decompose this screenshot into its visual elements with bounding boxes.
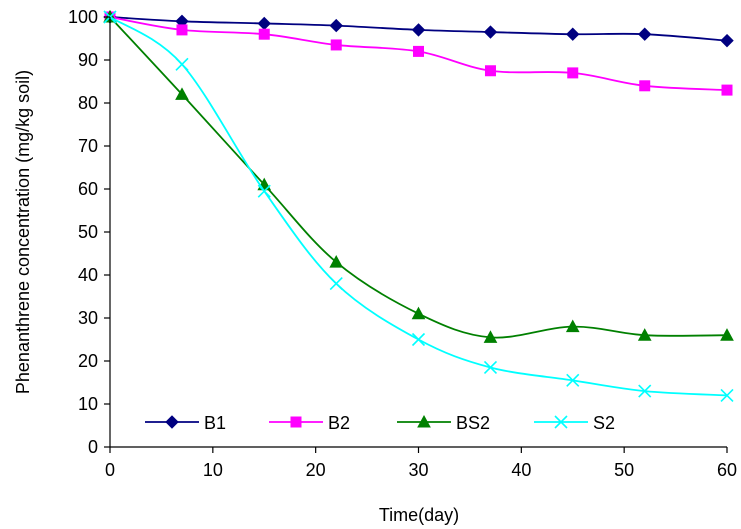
data-point-bs2	[175, 87, 189, 100]
data-point-bs2	[720, 328, 734, 341]
y-tick-label: 50	[78, 222, 98, 242]
x-tick-label: 10	[203, 460, 223, 480]
data-point-b1	[411, 23, 426, 37]
data-point-bs2	[565, 319, 580, 333]
y-tick-label: 60	[78, 179, 98, 199]
data-point-b2	[721, 84, 733, 96]
legend-label-b1: B1	[204, 413, 226, 433]
data-point-b2	[484, 65, 496, 77]
data-point-s2	[483, 360, 498, 375]
data-point-s2-stroke	[175, 57, 189, 71]
data-point-s2	[329, 277, 343, 291]
data-point-b1	[257, 16, 271, 31]
y-tick-label: 80	[78, 93, 98, 113]
legend-marker-b2	[290, 416, 302, 428]
legend-marker-bs2	[417, 414, 431, 428]
data-point-b1	[483, 25, 498, 39]
data-point-s2-stroke	[329, 277, 343, 291]
data-point-b1	[329, 18, 343, 33]
data-point-s2	[566, 373, 580, 387]
x-axis-title: Time(day)	[379, 505, 459, 525]
data-point-b2	[413, 45, 424, 57]
legend: B1 B2 BS2 S2	[145, 413, 615, 433]
x-tick-label: 20	[306, 460, 326, 480]
legend-marker-b1	[165, 415, 179, 429]
data-point-b2	[330, 39, 342, 51]
legend-label-b2: B2	[328, 413, 350, 433]
plot-area	[103, 9, 734, 402]
data-point-b1	[566, 27, 580, 41]
data-point-bs2	[483, 330, 498, 343]
x-tick-label: 40	[511, 460, 531, 480]
x-tick-label: 30	[408, 460, 428, 480]
data-point-s2-stroke	[257, 184, 271, 198]
data-point-s2	[257, 184, 271, 198]
axes: 0 10 20 30 40 50 60 70 80 90 100 0 10 20 30 40 50 60	[68, 7, 737, 480]
y-tick-label: 40	[78, 265, 98, 285]
data-point-s2-stroke	[566, 373, 580, 387]
data-point-s2-stroke	[483, 360, 498, 375]
series-line-s2	[109, 16, 728, 397]
data-point-s2	[638, 384, 652, 398]
data-point-bs2	[329, 255, 344, 268]
data-point-s2	[175, 57, 189, 71]
legend-label-bs2: BS2	[456, 413, 490, 433]
legend-marker-s2-stroke	[554, 415, 568, 429]
data-point-b2	[176, 24, 188, 36]
y-tick-label: 10	[78, 394, 98, 414]
y-tick-label: 90	[78, 50, 98, 70]
legend-label-s2: S2	[593, 413, 615, 433]
data-point-s2	[411, 332, 426, 347]
y-tick-label: 100	[68, 7, 98, 27]
x-tick-label: 50	[614, 460, 634, 480]
data-point-s2-stroke	[411, 332, 426, 347]
data-point-s2-stroke	[720, 388, 734, 402]
legend-item-s2: S2	[534, 413, 615, 433]
legend-marker-s2	[554, 415, 568, 429]
data-point-b1	[638, 27, 652, 41]
legend-item-b1: B1	[145, 413, 226, 433]
data-point-b2	[258, 28, 270, 40]
y-tick-label: 30	[78, 308, 98, 328]
data-point-bs2	[411, 306, 426, 320]
y-axis-title: Phenanthrene concentration (mg/kg soil)	[13, 70, 33, 394]
y-tick-label: 20	[78, 351, 98, 371]
data-point-b2	[567, 67, 579, 79]
x-tick-label: 60	[717, 460, 737, 480]
y-tick-label: 0	[88, 437, 98, 457]
series-line-bs2	[109, 16, 728, 339]
legend-item-bs2: BS2	[397, 413, 490, 433]
data-point-b1	[720, 33, 734, 48]
x-tick-label: 0	[105, 460, 115, 480]
y-tick-label: 70	[78, 136, 98, 156]
legend-item-b2: B2	[269, 413, 350, 433]
data-point-b2	[639, 80, 651, 92]
data-point-bs2	[637, 328, 652, 341]
data-point-s2	[720, 388, 734, 402]
data-point-s2-stroke	[638, 384, 652, 398]
